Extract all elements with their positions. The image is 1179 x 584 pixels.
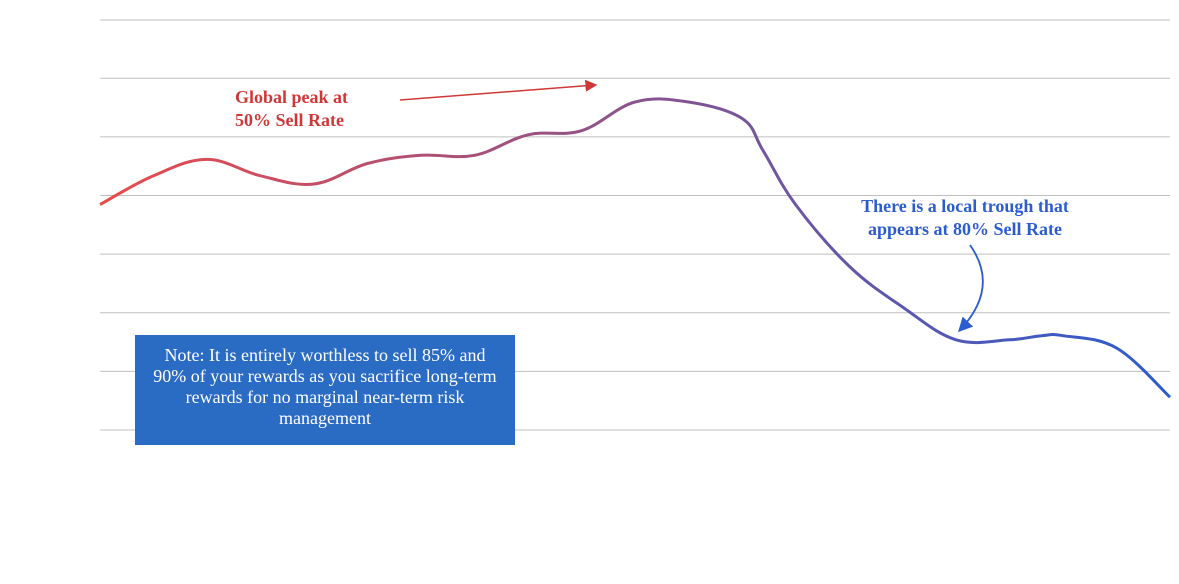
note-callout: Note: It is entirely worthless to sell 8… <box>135 335 515 445</box>
line-chart: Global peak at 50% Sell Rate There is a … <box>0 0 1179 584</box>
peak-annotation-text: Global peak at 50% Sell Rate <box>235 86 415 131</box>
trough-annotation-text: There is a local trough that appears at … <box>820 195 1110 240</box>
trough-annotation-arrow <box>960 245 983 330</box>
peak-annotation-arrow <box>400 85 595 100</box>
chart-svg <box>0 0 1179 584</box>
